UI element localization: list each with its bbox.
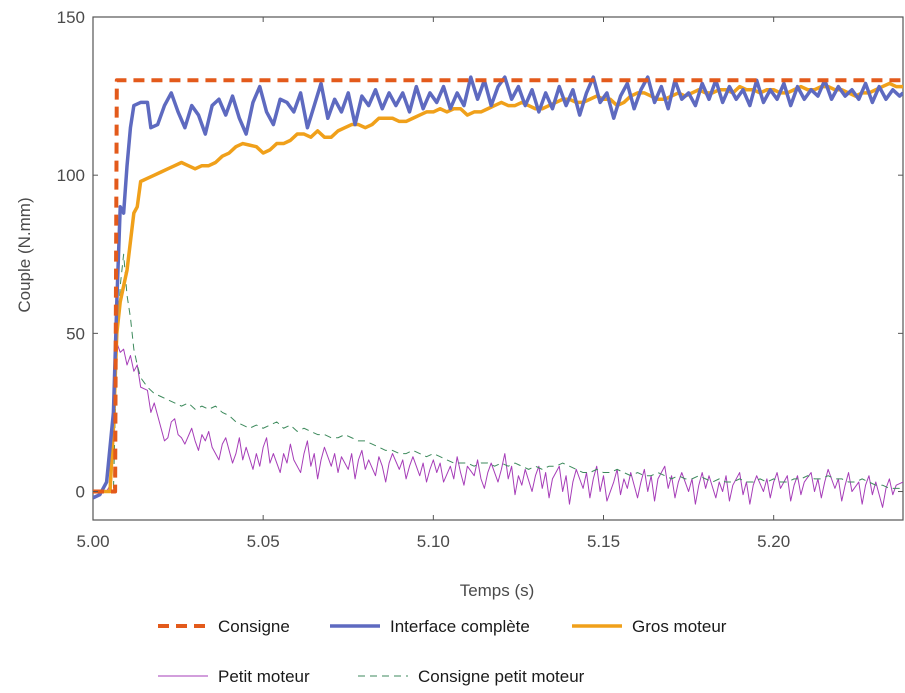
y-tick-label: 150: [57, 8, 85, 27]
y-tick-label: 0: [76, 483, 85, 502]
legend-item: Gros moteur: [572, 617, 727, 636]
series-line-gros-moteur: [93, 81, 903, 494]
x-tick-label: 5.10: [417, 532, 450, 551]
y-tick-label: 50: [66, 324, 85, 343]
x-tick-label: 5.20: [757, 532, 790, 551]
legend-item: Consigne petit moteur: [358, 667, 585, 686]
legend-label: Consigne petit moteur: [418, 667, 585, 686]
legend-item: Consigne: [158, 617, 290, 636]
legend-label: Interface complète: [390, 617, 530, 636]
x-tick-label: 5.15: [587, 532, 620, 551]
x-tick-label: 5.00: [76, 532, 109, 551]
y-axis-title: Couple (N.mm): [15, 197, 34, 312]
series-line-interface-compl-te: [93, 75, 903, 500]
x-axis-title: Temps (s): [460, 581, 535, 600]
legend-label: Consigne: [218, 617, 290, 636]
legend: Consigne Interface complète Gros moteur Pet…: [158, 617, 727, 686]
series-line-petit-moteur: [93, 342, 903, 508]
axes-layer: 5.00 5.05 5.10 5.15 5.20 0 50 100 150: [57, 8, 903, 551]
legend-label: Petit moteur: [218, 667, 310, 686]
plot-frame: [92, 16, 904, 521]
legend-label: Gros moteur: [632, 617, 727, 636]
plot-border: [92, 16, 904, 521]
series-line-consigne: [93, 78, 903, 494]
series-line-consigne-petit-moteur: [93, 253, 903, 493]
series-layer: [93, 75, 903, 508]
x-tick-label: 5.05: [247, 532, 280, 551]
y-tick-label: 100: [57, 166, 85, 185]
legend-item: Petit moteur: [158, 667, 310, 686]
legend-item: Interface complète: [330, 617, 530, 636]
